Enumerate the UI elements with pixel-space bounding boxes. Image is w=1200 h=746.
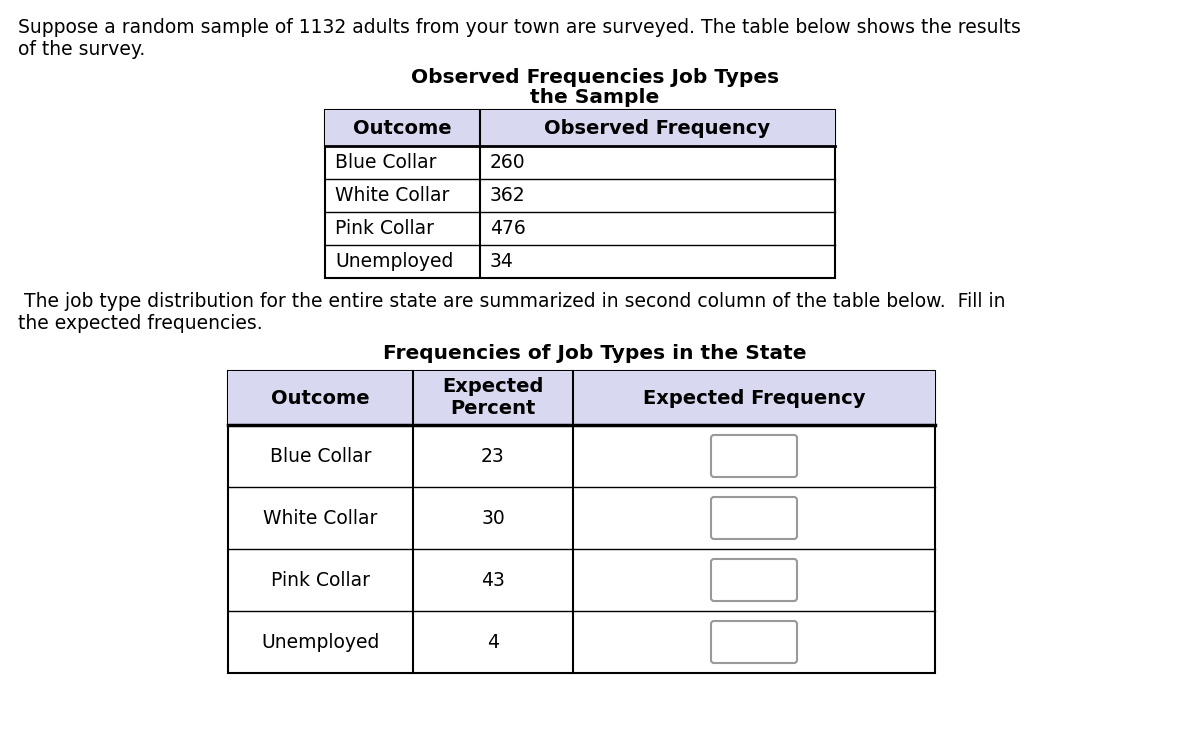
FancyBboxPatch shape: [710, 621, 797, 663]
Text: Blue Collar: Blue Collar: [270, 447, 371, 466]
Bar: [325, 110, 835, 146]
Bar: [228, 371, 935, 425]
Text: 34: 34: [490, 252, 514, 271]
Text: Unemployed: Unemployed: [262, 633, 379, 651]
Text: 476: 476: [490, 219, 526, 238]
Text: White Collar: White Collar: [263, 509, 378, 527]
Text: 4: 4: [487, 633, 499, 651]
Text: 23: 23: [481, 447, 505, 466]
Text: Pink Collar: Pink Collar: [335, 219, 434, 238]
Text: Unemployed: Unemployed: [335, 252, 454, 271]
Text: 30: 30: [481, 509, 505, 527]
Text: 260: 260: [490, 153, 526, 172]
Text: Outcome: Outcome: [353, 119, 452, 137]
FancyBboxPatch shape: [710, 497, 797, 539]
Text: Expected Frequency: Expected Frequency: [643, 389, 865, 407]
Text: Observed Frequencies Job Types: Observed Frequencies Job Types: [410, 68, 779, 87]
Text: Expected
Percent: Expected Percent: [443, 377, 544, 419]
FancyBboxPatch shape: [710, 435, 797, 477]
Text: Pink Collar: Pink Collar: [271, 571, 370, 589]
Text: 43: 43: [481, 571, 505, 589]
Text: Outcome: Outcome: [271, 389, 370, 407]
Text: the expected frequencies.: the expected frequencies.: [18, 314, 263, 333]
Text: Observed Frequency: Observed Frequency: [545, 119, 770, 137]
Text: the Sample: the Sample: [530, 88, 660, 107]
Bar: [228, 371, 935, 673]
Text: White Collar: White Collar: [335, 186, 449, 205]
FancyBboxPatch shape: [710, 559, 797, 601]
Text: Blue Collar: Blue Collar: [335, 153, 437, 172]
Text: Frequencies of Job Types in the State: Frequencies of Job Types in the State: [383, 344, 806, 363]
Text: 362: 362: [490, 186, 526, 205]
Text: of the survey.: of the survey.: [18, 40, 145, 59]
Text: The job type distribution for the entire state are summarized in second column o: The job type distribution for the entire…: [18, 292, 1006, 311]
Bar: [325, 110, 835, 278]
Text: Suppose a random sample of 1132 adults from your town are surveyed. The table be: Suppose a random sample of 1132 adults f…: [18, 18, 1021, 37]
